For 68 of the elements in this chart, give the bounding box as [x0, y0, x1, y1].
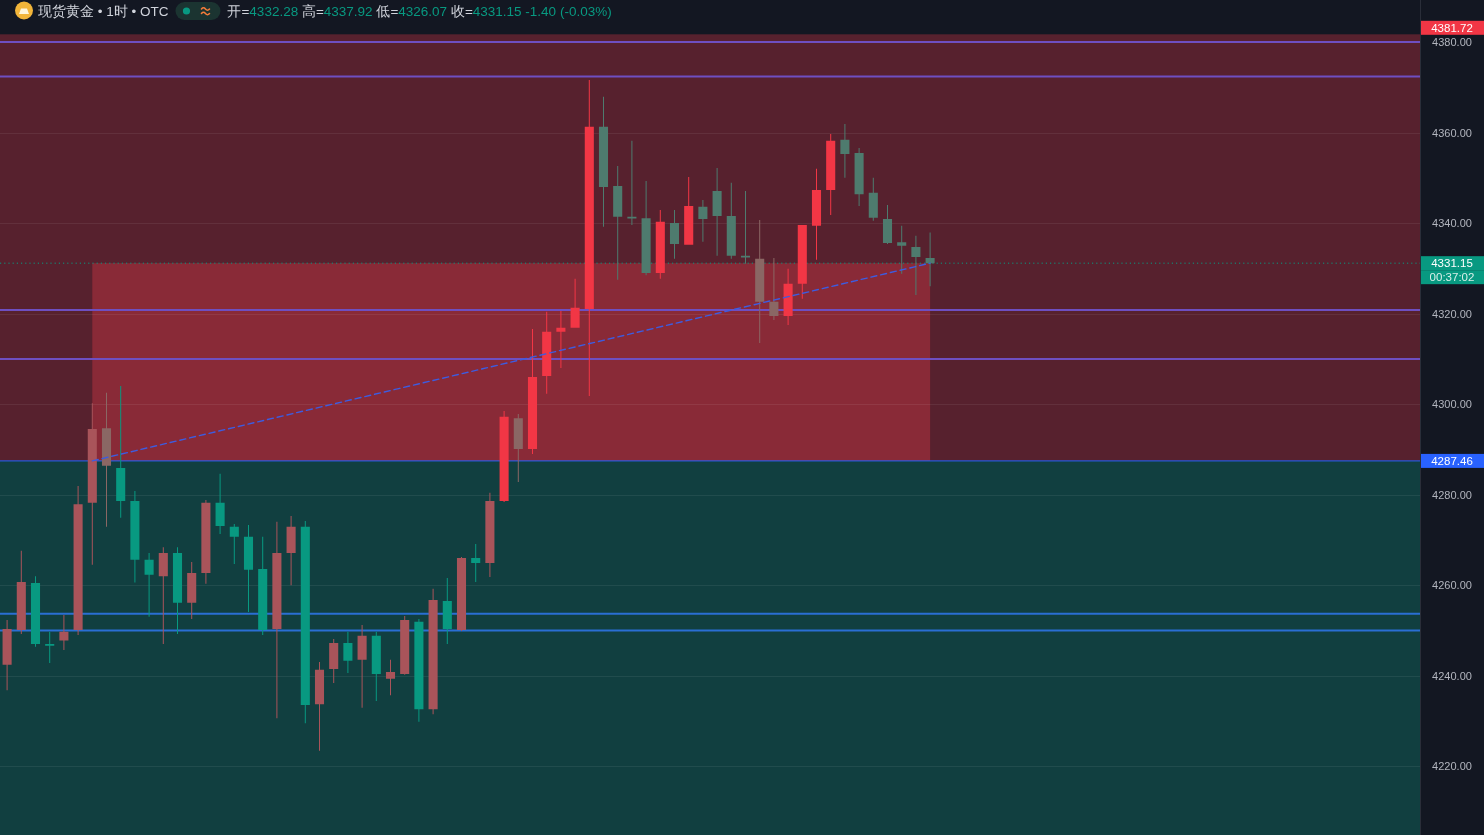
candlestick — [371, 631, 381, 702]
ref-line-label: 4287.46 — [1431, 454, 1473, 467]
candlestick — [229, 524, 239, 564]
text: 开=4332.28 高=4337.92 低=4326.07 收=4331.15 -1.40 (-0.03%) — [227, 3, 612, 19]
candlestick — [357, 625, 367, 708]
candlestick — [343, 631, 353, 673]
candlestick — [684, 176, 694, 245]
candlestick — [471, 543, 481, 583]
candlestick — [400, 615, 410, 675]
candlestick — [215, 473, 225, 535]
band-label: 4381.72 — [1431, 21, 1473, 34]
candlestick — [641, 181, 651, 276]
candlestick — [925, 232, 935, 287]
candlestick — [797, 224, 807, 299]
candlestick — [158, 547, 168, 645]
candlestick — [329, 639, 339, 683]
candlestick — [584, 80, 594, 396]
candlestick — [613, 166, 623, 280]
candlestick — [243, 524, 254, 612]
candlestick — [527, 329, 538, 454]
candlestick — [712, 167, 722, 256]
candlestick — [513, 414, 523, 482]
candlestick — [755, 219, 765, 344]
candlestick — [144, 553, 154, 617]
y-tick-label: 4220.00 — [1432, 760, 1472, 773]
candlestick — [726, 182, 736, 259]
ref-line-label: 4331.15 — [1431, 257, 1473, 270]
y-tick-label: 4260.00 — [1432, 579, 1472, 592]
y-tick-label: 4360.00 — [1432, 126, 1472, 139]
candlestick — [556, 310, 566, 368]
candlestick — [598, 96, 609, 227]
y-tick-label: 4280.00 — [1432, 488, 1472, 501]
candlestick — [2, 620, 12, 691]
candlestick — [73, 486, 83, 635]
candlestick — [698, 200, 708, 242]
candlestick — [130, 491, 140, 583]
candlestick — [627, 140, 637, 225]
candlestick — [314, 662, 325, 751]
y-tick-label: 4340.00 — [1432, 217, 1472, 230]
candlestick — [258, 536, 268, 635]
candlestick — [570, 278, 580, 328]
candlestick — [882, 205, 893, 244]
candlestick — [286, 515, 296, 586]
y-tick-label: 4320.00 — [1432, 307, 1472, 320]
candlestick — [897, 225, 907, 274]
candlestick — [45, 631, 55, 664]
candlestick — [101, 392, 112, 527]
y-tick-label: 4380.00 — [1432, 36, 1472, 49]
candlestick — [740, 190, 751, 264]
candlestick — [385, 659, 396, 696]
y-tick-label: 4240.00 — [1432, 669, 1472, 682]
candlestick — [868, 177, 878, 221]
candlestick — [485, 492, 495, 578]
candlestick — [911, 235, 921, 296]
candlestick — [669, 209, 680, 259]
candlestick — [87, 403, 97, 565]
candlestick — [187, 562, 197, 620]
y-tick-label: 4300.00 — [1432, 398, 1472, 411]
candlestick — [172, 547, 183, 635]
candlestick — [840, 124, 850, 178]
candlestick — [442, 577, 452, 645]
chart-title: 现货黄金 • 1时 • OTC — [38, 3, 169, 19]
candlestick — [272, 521, 282, 719]
candlestick — [116, 386, 126, 518]
candlestick — [811, 168, 822, 260]
candlestick — [16, 550, 26, 635]
candlestick — [769, 257, 779, 320]
text: 00:37:02 — [1429, 271, 1475, 284]
